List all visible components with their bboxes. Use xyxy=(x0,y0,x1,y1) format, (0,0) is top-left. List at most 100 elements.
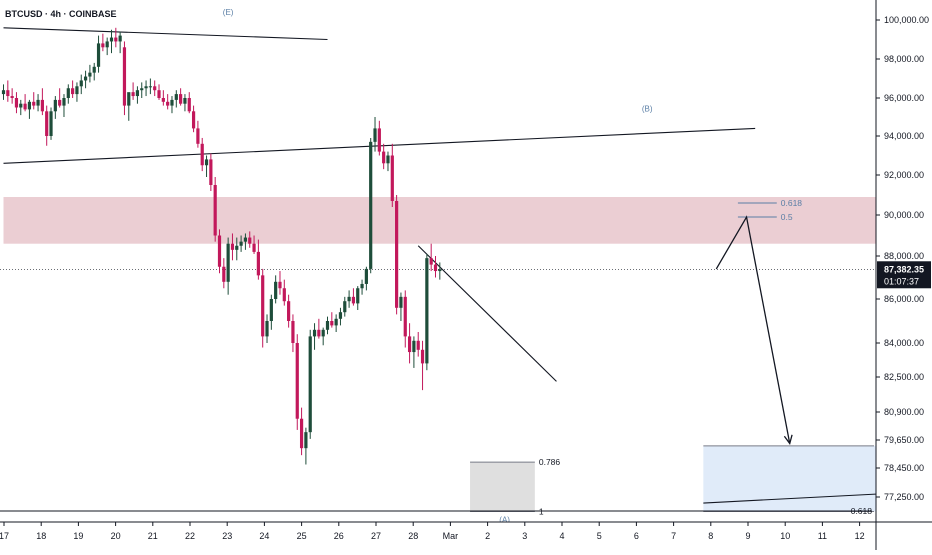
candle[interactable] xyxy=(75,82,79,102)
candle[interactable] xyxy=(148,78,152,95)
candle[interactable] xyxy=(243,233,248,250)
candle[interactable] xyxy=(153,80,157,97)
candle[interactable] xyxy=(79,74,83,95)
candle[interactable] xyxy=(122,41,127,116)
candle[interactable] xyxy=(256,239,260,280)
candle[interactable] xyxy=(204,155,209,178)
candle[interactable] xyxy=(14,92,19,114)
candle[interactable] xyxy=(356,286,360,310)
candle[interactable] xyxy=(338,307,343,326)
candle[interactable] xyxy=(1,84,6,100)
candle[interactable] xyxy=(321,327,325,346)
candle[interactable] xyxy=(196,120,200,148)
candle[interactable] xyxy=(343,296,347,317)
candle[interactable] xyxy=(127,92,131,121)
candle[interactable] xyxy=(10,88,14,104)
candle[interactable] xyxy=(364,266,368,291)
price-axis-bg[interactable] xyxy=(876,0,932,522)
candle[interactable] xyxy=(66,84,70,104)
candle[interactable] xyxy=(45,105,49,146)
trendline-descending[interactable] xyxy=(417,245,557,382)
candle[interactable] xyxy=(287,294,291,328)
candle[interactable] xyxy=(83,70,88,89)
candle[interactable] xyxy=(412,336,416,368)
candle[interactable] xyxy=(369,137,373,274)
candle[interactable] xyxy=(248,231,252,248)
candle[interactable] xyxy=(179,88,183,106)
candle[interactable] xyxy=(416,332,420,357)
candle[interactable] xyxy=(386,151,390,172)
candle[interactable] xyxy=(118,31,122,54)
candle[interactable] xyxy=(200,137,204,172)
candle[interactable] xyxy=(135,86,140,104)
candle[interactable] xyxy=(265,314,269,343)
candle[interactable] xyxy=(92,62,96,81)
zone-resistance-zone[interactable] xyxy=(3,197,877,244)
candle[interactable] xyxy=(360,279,364,295)
candle[interactable] xyxy=(239,235,243,252)
candle[interactable] xyxy=(32,92,36,110)
candle[interactable] xyxy=(96,35,101,73)
candle[interactable] xyxy=(269,294,273,330)
candle[interactable] xyxy=(382,143,386,170)
candle[interactable] xyxy=(278,271,282,295)
candle[interactable] xyxy=(226,237,230,295)
zone-A-fib-box[interactable] xyxy=(470,462,535,512)
time-axis-bg[interactable] xyxy=(0,522,932,550)
candle[interactable] xyxy=(191,105,196,133)
candle[interactable] xyxy=(157,84,161,100)
trendline-E-resistance[interactable] xyxy=(3,27,328,41)
candle[interactable] xyxy=(131,82,135,100)
candle[interactable] xyxy=(373,117,377,152)
candle[interactable] xyxy=(71,80,75,98)
candle[interactable] xyxy=(101,33,105,52)
candle[interactable] xyxy=(308,329,312,439)
candle[interactable] xyxy=(299,407,304,456)
candle[interactable] xyxy=(222,258,226,289)
projection-path[interactable] xyxy=(715,215,791,444)
candle[interactable] xyxy=(19,99,23,116)
candle[interactable] xyxy=(395,195,399,315)
candle[interactable] xyxy=(105,37,109,56)
candle[interactable] xyxy=(377,120,381,156)
candle[interactable] xyxy=(109,29,114,54)
candle[interactable] xyxy=(252,235,256,254)
candle[interactable] xyxy=(282,279,286,306)
candle[interactable] xyxy=(235,237,239,261)
candle[interactable] xyxy=(170,96,174,114)
candle[interactable] xyxy=(403,290,407,348)
candle[interactable] xyxy=(274,275,278,304)
candle[interactable] xyxy=(438,262,442,280)
candle[interactable] xyxy=(49,107,53,140)
candle[interactable] xyxy=(161,90,165,106)
candle[interactable] xyxy=(425,253,429,371)
candle[interactable] xyxy=(53,96,57,119)
candle[interactable] xyxy=(291,314,295,353)
candle[interactable] xyxy=(429,243,433,272)
candle[interactable] xyxy=(334,314,338,332)
candle[interactable] xyxy=(351,288,356,306)
candle[interactable] xyxy=(209,153,213,191)
candle[interactable] xyxy=(183,94,187,112)
candle[interactable] xyxy=(213,177,217,242)
candle[interactable] xyxy=(330,312,334,328)
candle[interactable] xyxy=(304,427,308,465)
candle[interactable] xyxy=(27,99,32,119)
candle[interactable] xyxy=(312,323,317,350)
candle[interactable] xyxy=(36,94,40,112)
zone-target-zone[interactable] xyxy=(703,445,876,512)
candle[interactable] xyxy=(166,94,170,110)
candle[interactable] xyxy=(174,90,178,108)
candle[interactable] xyxy=(347,290,351,308)
candle[interactable] xyxy=(6,80,10,102)
candle[interactable] xyxy=(317,318,321,339)
candle[interactable] xyxy=(140,82,144,98)
candle[interactable] xyxy=(399,292,403,321)
candle[interactable] xyxy=(325,316,330,335)
candle[interactable] xyxy=(88,64,92,83)
candle[interactable] xyxy=(62,94,66,117)
candle[interactable] xyxy=(144,80,148,97)
candle[interactable] xyxy=(390,143,394,207)
candle[interactable] xyxy=(58,88,62,108)
